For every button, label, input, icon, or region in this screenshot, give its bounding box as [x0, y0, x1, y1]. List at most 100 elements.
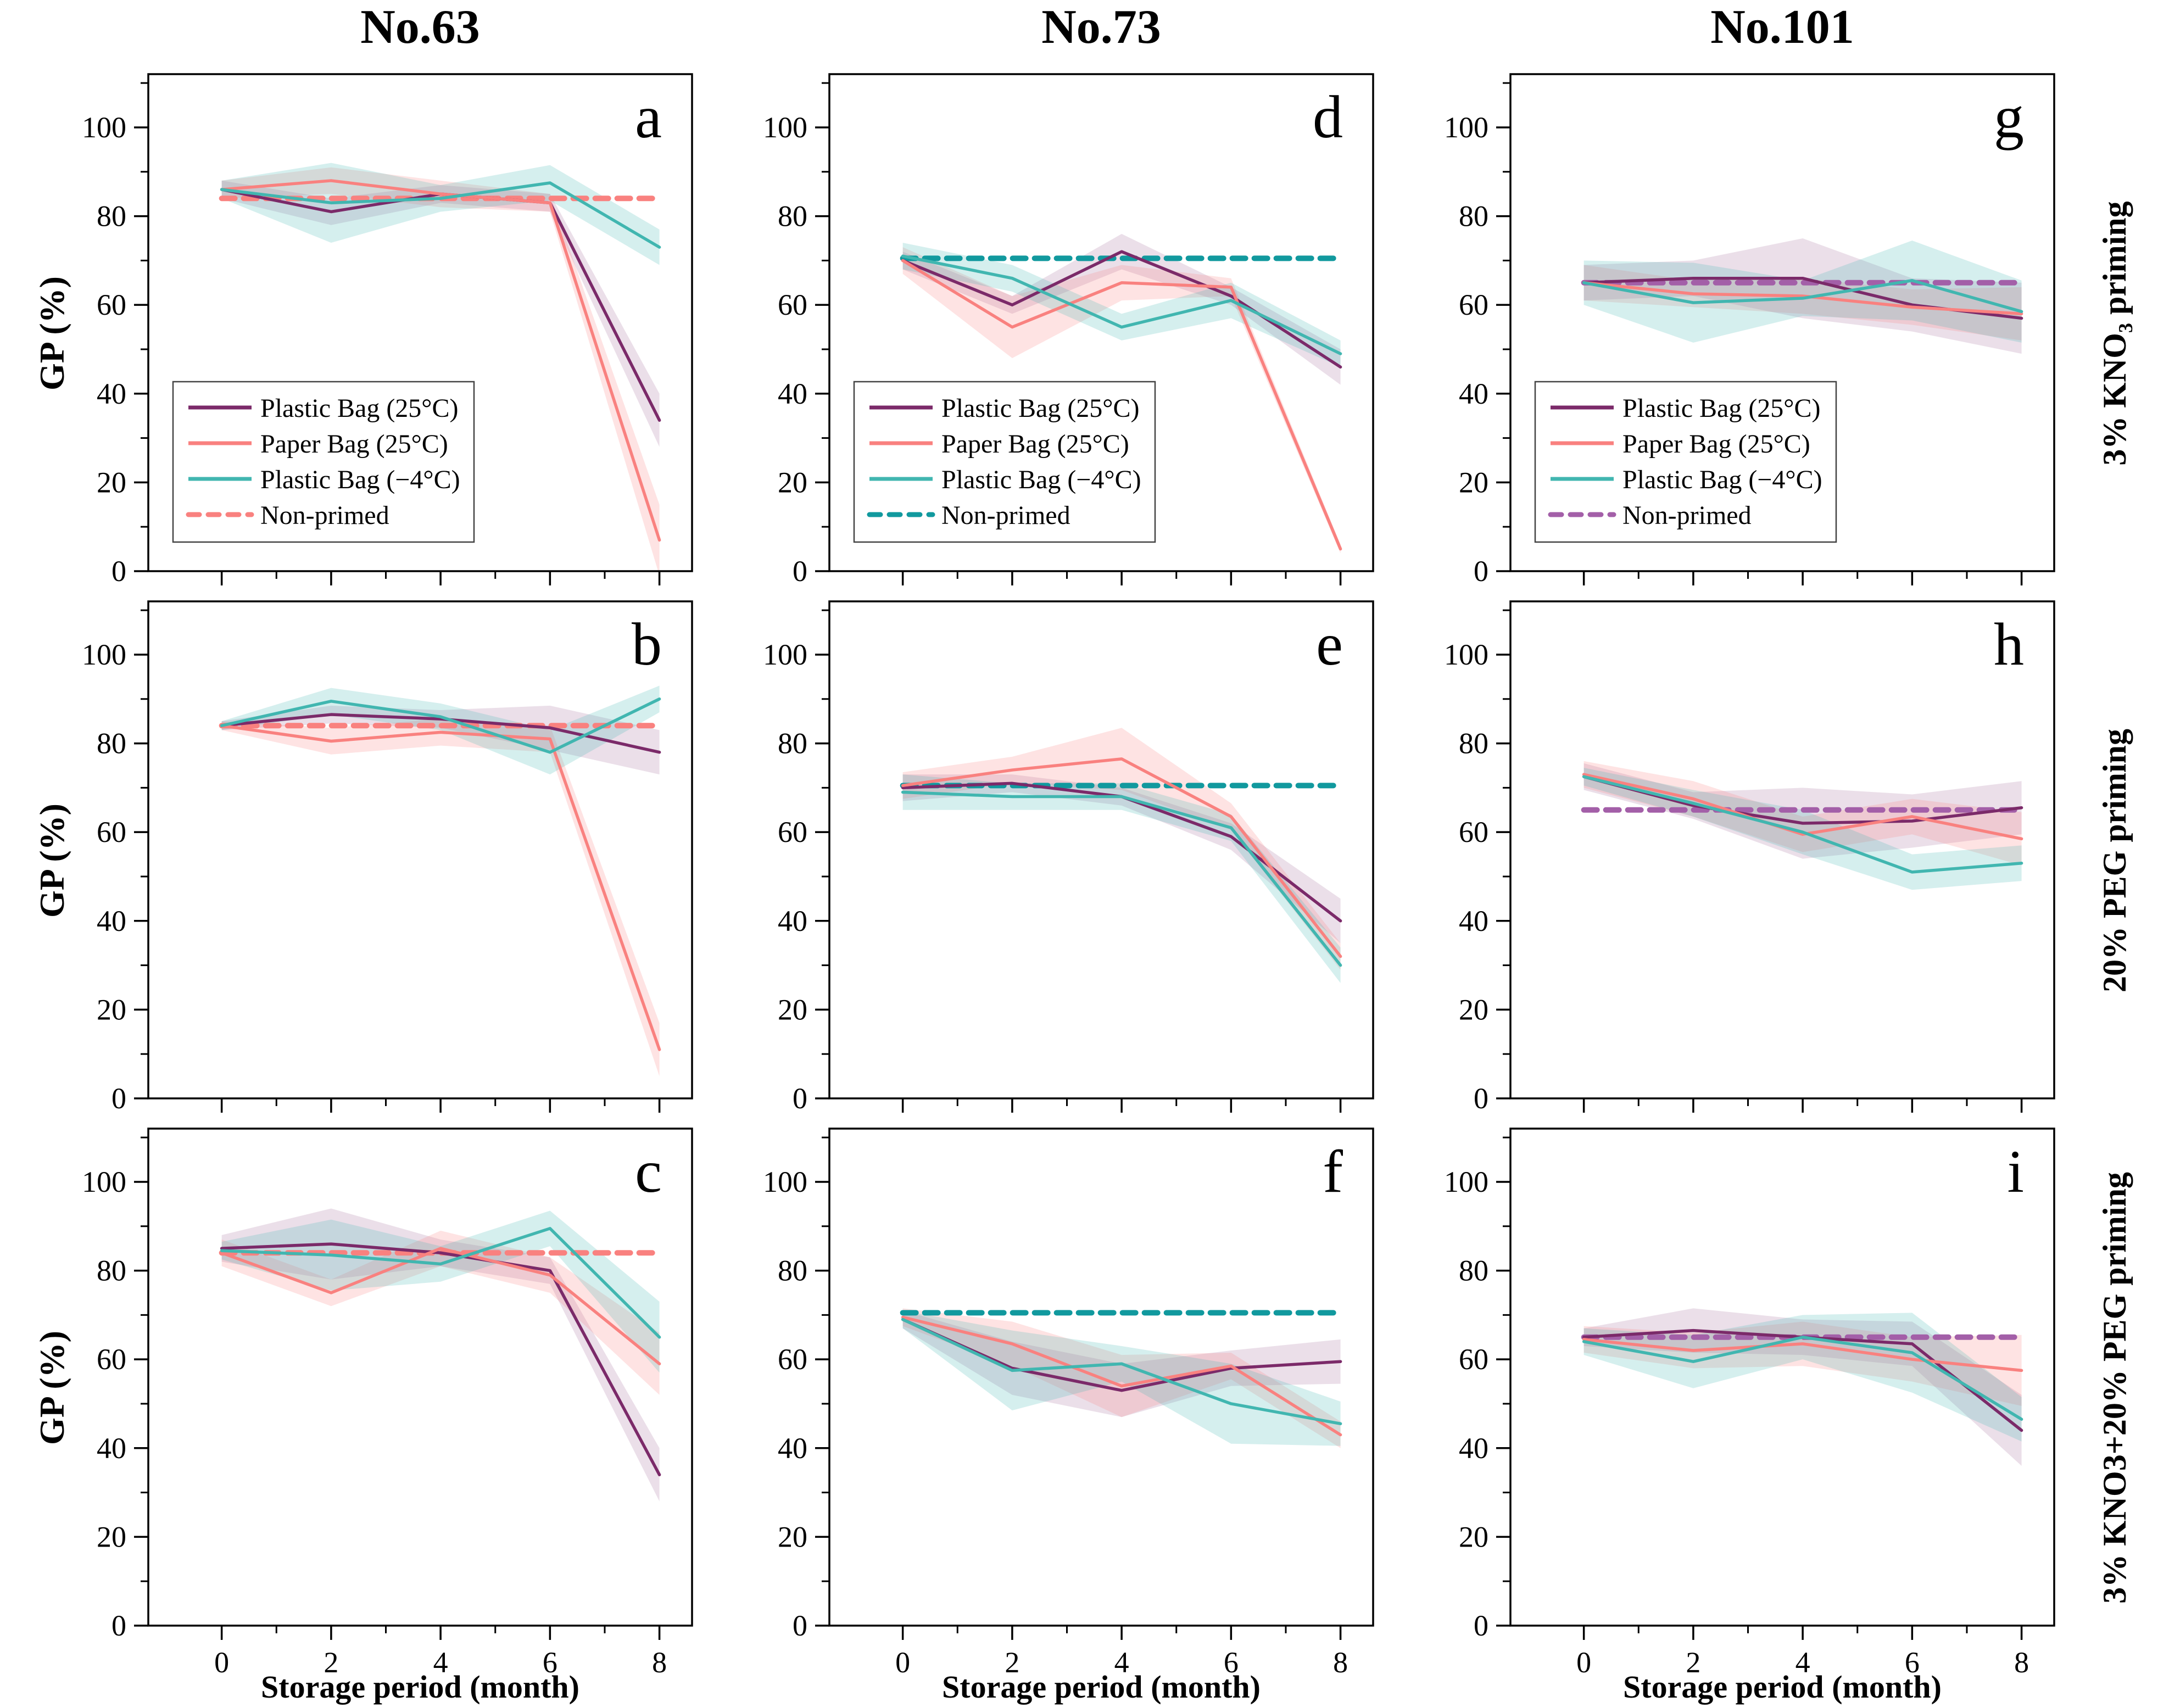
line-plastic-bag-minus4c — [901, 1318, 1342, 1426]
y-tick-label: 40 — [778, 377, 807, 410]
band-paper-bag-25c — [902, 728, 1341, 970]
band-plastic-bag-minus4c — [221, 163, 660, 265]
panel-letter: f — [1323, 1138, 1343, 1205]
y-tick-label: 80 — [1459, 200, 1488, 233]
y-tick-label: 60 — [97, 1343, 126, 1376]
band-plastic-bag-25c — [221, 180, 660, 447]
y-tick-label: 20 — [1459, 1520, 1488, 1553]
legend-label: Plastic Bag (25°C) — [941, 394, 1140, 423]
legend-label: Non-primed — [1622, 501, 1752, 530]
x-tick-label: 8 — [1333, 1646, 1348, 1679]
y-tick-label: 0 — [1474, 1609, 1488, 1642]
y-tick-label: 100 — [763, 1165, 807, 1198]
axis-box — [1509, 600, 2055, 1099]
y-tick-label: 40 — [1459, 377, 1488, 410]
y-tick-label: 40 — [1459, 905, 1488, 937]
band-paper-bag-25c — [902, 247, 1341, 554]
y-tick-label: 20 — [778, 466, 807, 499]
y-tick-label: 100 — [1444, 638, 1488, 671]
legend-label: Paper Bag (25°C) — [1622, 429, 1810, 459]
legend: Plastic Bag (25°C) Paper Bag (25°C) Plasti… — [1534, 381, 1837, 543]
y-tick-label: 40 — [778, 905, 807, 937]
line-paper-bag-25c — [220, 1247, 661, 1366]
x-tick-label: 2 — [1686, 1646, 1700, 1679]
y-tick-label: 100 — [763, 638, 807, 671]
y-tick-label: 0 — [111, 1609, 126, 1642]
legend-label: Plastic Bag (−4°C) — [1622, 465, 1822, 494]
x-tick-label: 0 — [895, 1646, 910, 1679]
panel-letter: h — [1994, 611, 2024, 678]
panel-c-svg: 0 20 40 60 80 100 0 2 4 6 8 c — [82, 1127, 693, 1679]
y-tick-label: 0 — [793, 555, 807, 588]
x-tick-label: 2 — [1005, 1646, 1019, 1679]
x-tick-label: 2 — [324, 1646, 338, 1679]
y-tick-label: 20 — [778, 993, 807, 1026]
panel-a-svg: 0 20 40 60 80 100 a Plastic Bag (25°C) Paper Bag… — [82, 73, 693, 588]
y-tick-label: 100 — [763, 111, 807, 144]
panel-letter: c — [635, 1138, 662, 1205]
panel-letter: i — [2007, 1138, 2024, 1205]
line-plastic-bag-minus4c — [220, 697, 661, 754]
column-title-no101: No.101 — [1710, 1, 1854, 54]
x-tick-label: 4 — [433, 1646, 448, 1679]
x-axis-title-col2: Storage period (month) — [942, 1669, 1261, 1705]
axis-box — [1509, 73, 2055, 572]
panel-h-svg: 0 20 40 60 80 100 h — [1444, 600, 2055, 1115]
y-tick-label: 60 — [1459, 1343, 1488, 1376]
legend-label: Plastic Bag (−4°C) — [941, 465, 1141, 494]
x-tick-label: 8 — [652, 1646, 667, 1679]
axis-box — [147, 1127, 693, 1627]
y-tick-label: 80 — [778, 200, 807, 233]
y-tick-label: 40 — [1459, 1432, 1488, 1465]
axis-box — [147, 600, 693, 1099]
y-tick-label: 40 — [97, 377, 126, 410]
axis-box — [828, 1127, 1374, 1627]
row-label-kno3-peg-priming: 3% KNO3+20% PEG priming — [2096, 1172, 2133, 1604]
legend-label: Non-primed — [941, 501, 1070, 530]
y-tick-label: 20 — [1459, 466, 1488, 499]
y-tick-label: 40 — [97, 905, 126, 937]
line-paper-bag-25c — [1582, 281, 2023, 316]
band-paper-bag-25c — [1583, 761, 2022, 866]
y-tick-label: 80 — [1459, 727, 1488, 760]
panel-a: 0 20 40 60 80 100 a Plastic Bag (25°C) Paper Bag… — [33, 63, 714, 593]
y-tick-label: 80 — [97, 727, 126, 760]
y-tick-label: 80 — [97, 200, 126, 233]
y-tick-label: 20 — [97, 1520, 126, 1553]
line-paper-bag-25c — [901, 259, 1342, 551]
panel-i: 0 20 40 60 80 100 0 2 4 6 8 i — [1395, 1118, 2076, 1708]
panel-e: 0 20 40 60 80 100 e — [714, 590, 1395, 1120]
panel-g-svg: 0 20 40 60 80 100 g Plastic Bag (25°C) Paper Bag… — [1444, 73, 2055, 588]
band-plastic-bag-25c — [902, 774, 1341, 944]
x-tick-label: 6 — [543, 1646, 557, 1679]
axis-box — [828, 600, 1374, 1099]
legend-label: Paper Bag (25°C) — [260, 429, 448, 459]
y-tick-label: 40 — [778, 1432, 807, 1465]
panel-g: 0 20 40 60 80 100 g Plastic Bag (25°C) Paper Bag… — [1395, 63, 2076, 593]
band-paper-bag-25c — [221, 719, 660, 1076]
y-tick-label: 0 — [1474, 555, 1488, 588]
y-tick-label: 20 — [778, 1520, 807, 1553]
axis-box — [1509, 1127, 2055, 1627]
line-paper-bag-25c — [1582, 773, 2023, 841]
axis-box — [828, 73, 1374, 572]
panel-c: 0 20 40 60 80 100 0 2 4 6 8 c — [33, 1118, 714, 1708]
band-plastic-bag-minus4c — [902, 243, 1341, 367]
x-tick-label: 6 — [1224, 1646, 1239, 1679]
line-plastic-bag-minus4c — [901, 790, 1342, 967]
y-tick-label: 100 — [1444, 111, 1488, 144]
panel-e-svg: 0 20 40 60 80 100 e — [763, 600, 1374, 1115]
column-title-no63: No.63 — [360, 1, 480, 54]
y-tick-label: 100 — [82, 111, 126, 144]
panel-h: 0 20 40 60 80 100 h — [1395, 590, 2076, 1120]
x-tick-label: 0 — [1576, 1646, 1591, 1679]
x-tick-label: 8 — [2014, 1646, 2029, 1679]
y-tick-label: 0 — [793, 1609, 807, 1642]
panel-d-svg: 0 20 40 60 80 100 d Plastic Bag (25°C) Paper Bag… — [763, 73, 1374, 588]
legend-label: Paper Bag (25°C) — [941, 429, 1129, 459]
legend-label: Plastic Bag (25°C) — [1622, 394, 1821, 423]
y-tick-label: 20 — [1459, 993, 1488, 1026]
line-paper-bag-25c — [901, 757, 1342, 958]
legend-label: Non-primed — [260, 501, 389, 530]
panel-i-svg: 0 20 40 60 80 100 0 2 4 6 8 i — [1444, 1127, 2055, 1679]
